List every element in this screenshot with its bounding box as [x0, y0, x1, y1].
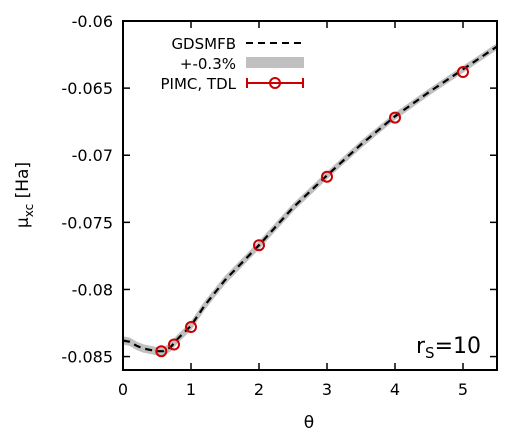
legend-label-gdsmfb: GDSMFB — [171, 35, 236, 53]
gdsmfb-line — [122, 45, 498, 353]
x-tick-labels: 0 1 2 3 4 5 — [118, 380, 468, 399]
pimc-point — [457, 66, 469, 78]
y-tick-label: -0.085 — [61, 348, 113, 367]
x-tick-label: 3 — [322, 380, 332, 399]
pimc-point — [168, 338, 180, 351]
legend-swatch-pimc — [246, 77, 304, 89]
x-axis-label: θ — [304, 413, 314, 433]
legend-label-pimc: PIMC, TDL — [161, 75, 237, 93]
x-tick-label: 0 — [118, 380, 128, 399]
y-tick-label: -0.07 — [72, 146, 113, 165]
gdsmfb-line-layer — [122, 45, 498, 353]
rs-annotation-main: r — [416, 334, 426, 359]
y-axis-label-sub: xc — [22, 204, 36, 218]
y-axis-label-main: μ — [13, 217, 33, 228]
y-axis-label-unit: [Ha] — [13, 162, 33, 204]
pimc-points-layer — [155, 66, 469, 358]
y-axis-label: μxc [Ha] — [13, 162, 36, 228]
legend: GDSMFB +-0.3% PIMC, TDL — [161, 35, 304, 93]
rs-annotation-sub: S — [425, 344, 435, 362]
legend-swatch-band — [246, 57, 304, 68]
pimc-point — [389, 111, 401, 124]
legend-label-band: +-0.3% — [180, 55, 236, 73]
x-tick-label: 2 — [254, 380, 264, 399]
y-tick-label: -0.06 — [72, 12, 113, 31]
rs-annotation-rest: =10 — [435, 334, 481, 359]
plot-frame — [122, 20, 498, 371]
y-tick-label: -0.075 — [61, 213, 113, 232]
pimc-point — [321, 170, 333, 183]
y-tick-label: -0.08 — [72, 280, 113, 299]
x-tick-label: 4 — [390, 380, 400, 399]
x-tick-label: 1 — [186, 380, 196, 399]
rs-annotation: rS=10 — [416, 334, 481, 362]
pimc-point — [185, 321, 197, 333]
y-tick-label: -0.065 — [61, 79, 113, 98]
axis-ticks — [122, 20, 497, 370]
y-tick-labels: -0.085 -0.08 -0.075 -0.07 -0.065 -0.06 — [61, 12, 113, 367]
pimc-point — [253, 239, 265, 252]
x-tick-label: 5 — [458, 380, 468, 399]
pimc-point — [155, 345, 168, 358]
